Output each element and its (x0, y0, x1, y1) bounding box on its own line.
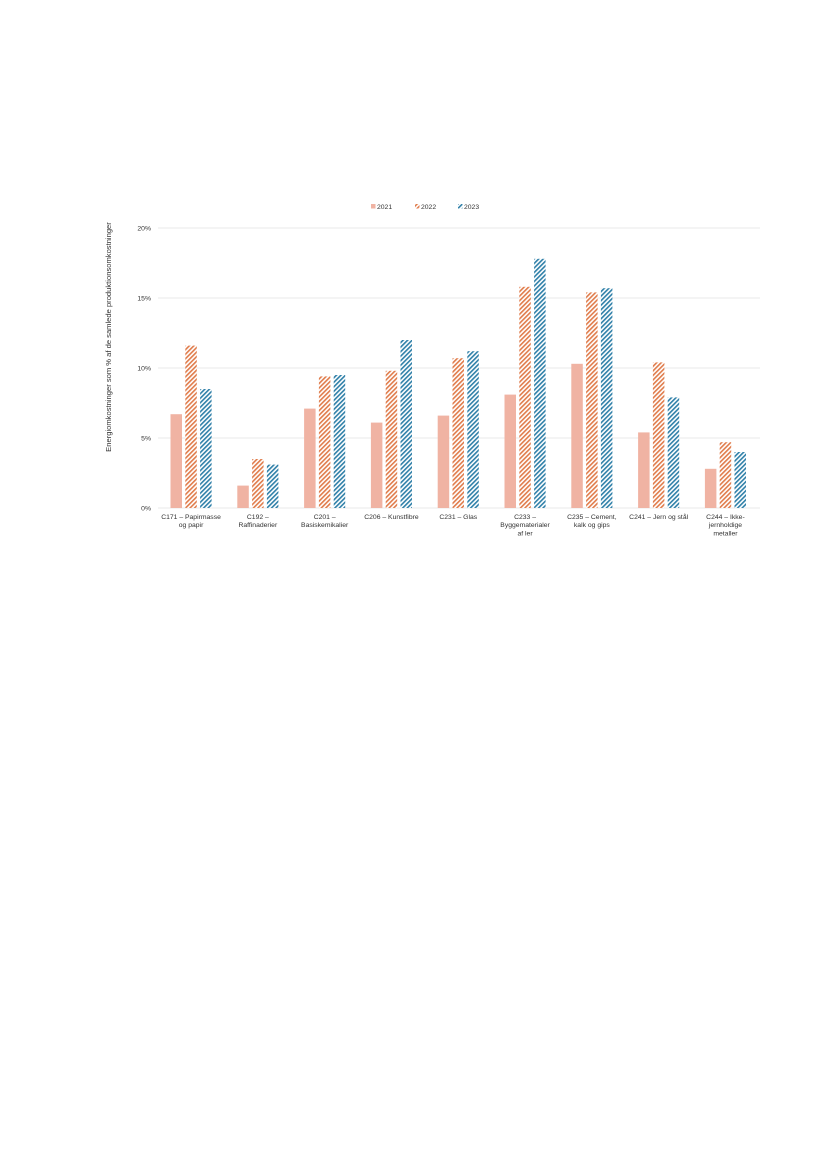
y-axis-label: Energiomkostninger som % af de samlede p… (104, 222, 113, 452)
bar-2021-5 (437, 415, 450, 508)
bar-2022-9 (719, 442, 732, 508)
y-tick-label: 10% (137, 366, 151, 373)
y-tick-label: 0% (141, 506, 151, 513)
legend-label-2023: 2023 (464, 204, 479, 211)
bar-2023-8 (667, 397, 680, 508)
bar-2022-5 (452, 358, 464, 508)
bar-2021-1 (170, 414, 182, 508)
bar-2022-7 (586, 292, 598, 508)
x-tick-label: C171 – Papirmasse og papir (161, 514, 221, 529)
legend-swatch-2021 (371, 204, 376, 209)
bar-2022-1 (185, 345, 197, 508)
y-tick-label: 5% (141, 436, 151, 443)
x-axis-labels: C171 – Papirmasse og papir C192 – Raffinade… (161, 513, 745, 537)
bar-2023-9 (734, 452, 746, 508)
bar-2022-6 (519, 286, 531, 508)
legend-swatch-2023 (458, 204, 463, 209)
x-tick-label: C231 – Glas (439, 514, 477, 521)
x-tick-label: C233 – Byggematerialer af ler (500, 514, 550, 537)
bar-2023-6 (534, 258, 546, 508)
bar-2021-3 (304, 408, 316, 508)
bar-2021-8 (638, 432, 650, 508)
legend-label-2021: 2021 (377, 204, 392, 211)
x-tick-label: C241 – Jern og stål (629, 513, 688, 521)
bar-2023-5 (467, 351, 479, 508)
bar-2021-4 (370, 422, 383, 508)
bar-2021-2 (237, 485, 249, 508)
x-tick-label: C235 – Cement, kalk og gips (567, 514, 617, 529)
bar-2022-8 (652, 362, 665, 508)
bar-2022-3 (318, 376, 331, 508)
bar-2021-6 (504, 394, 516, 508)
legend-swatch-2022 (415, 204, 420, 209)
x-tick-label: C201 – Basiskemikalier (301, 514, 349, 529)
y-tick-label: 20% (137, 226, 151, 233)
legend-label-2022: 2022 (421, 204, 436, 211)
bars (170, 258, 746, 508)
bar-2023-3 (333, 375, 346, 508)
x-tick-label: C192 – Raffinaderier (238, 514, 278, 529)
x-tick-label: C244 – Ikke-jernholdige metaller (706, 514, 745, 537)
bar-2022-4 (385, 370, 398, 508)
y-tick-label: 15% (137, 296, 151, 303)
y-axis-ticks: 0% 5% 10% 15% 20% (137, 226, 151, 513)
bar-2023-7 (600, 288, 613, 508)
bar-2022-2 (252, 459, 264, 508)
bar-2021-9 (704, 468, 717, 508)
bar-2023-2 (266, 464, 279, 508)
bar-2021-7 (571, 363, 583, 508)
bar-2023-1 (200, 389, 212, 508)
x-tick-label: C206 – Kunstfibre (364, 514, 419, 521)
legend: 2021 2022 2023 (371, 204, 479, 211)
bar-2023-4 (400, 340, 412, 508)
